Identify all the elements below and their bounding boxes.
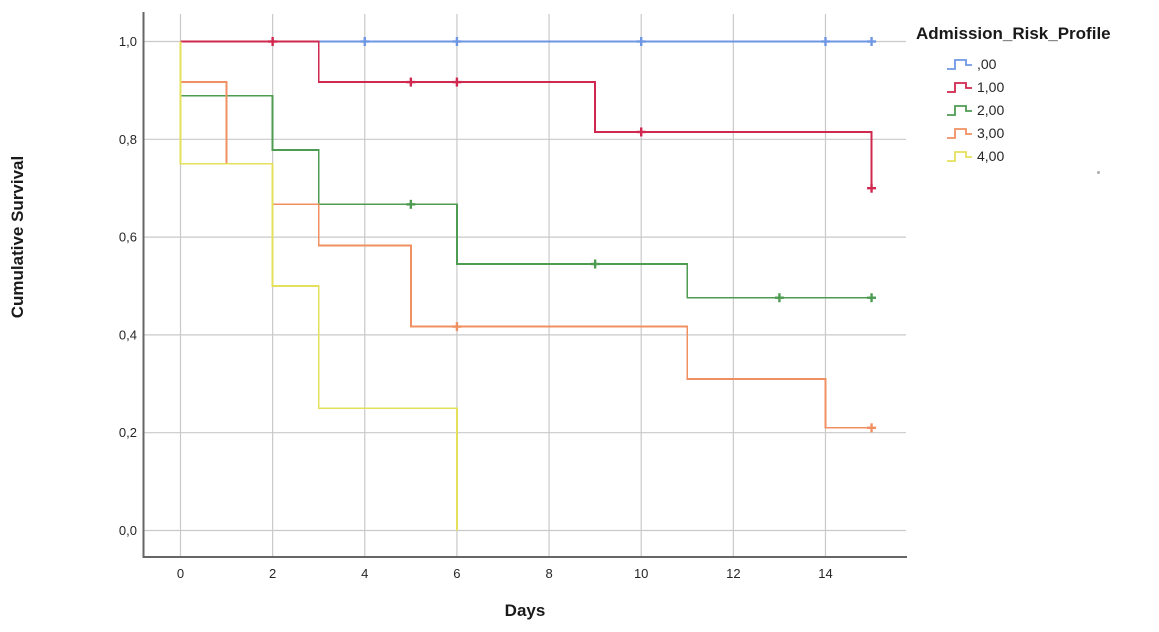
survival-curves xyxy=(179,40,873,531)
axes xyxy=(142,12,907,558)
tick-labels: 0 2 4 6 8 10 12 14 0,0 0,2 0,4 0,6 0,8 1,0 xyxy=(119,34,833,581)
legend-item: 1,00 xyxy=(946,75,1159,98)
y-tick-label: 0,4 xyxy=(119,327,137,342)
legend-item-label: ,00 xyxy=(977,55,997,72)
censor-marks xyxy=(268,37,877,433)
x-tick-label: 6 xyxy=(453,566,460,581)
x-tick-label: 2 xyxy=(269,566,276,581)
censor-mark xyxy=(636,127,646,137)
x-tick-label: 14 xyxy=(818,566,832,581)
x-tick-label: 8 xyxy=(545,566,552,581)
legend-step-swatch-icon xyxy=(947,150,972,162)
x-tick-label: 4 xyxy=(361,566,368,581)
legend-item-list: ,00 1,00 2,00 3,00 4,00 xyxy=(916,52,1159,167)
survival-curve-4_00 xyxy=(179,41,458,531)
y-axis-title: Cumulative Survival xyxy=(8,155,27,319)
legend-item: 2,00 xyxy=(946,98,1159,121)
legend-item: 3,00 xyxy=(946,121,1159,144)
legend-item: 4,00 xyxy=(946,144,1159,167)
censor-mark xyxy=(268,37,278,46)
legend-item-label: 2,00 xyxy=(977,101,1005,118)
y-tick-label: 1,0 xyxy=(119,34,137,49)
dot-artifact xyxy=(1097,171,1100,174)
legend-item-label: 4,00 xyxy=(977,147,1005,164)
survival-curve-2_00 xyxy=(179,41,872,299)
censor-mark xyxy=(774,293,784,303)
censor-mark xyxy=(867,37,877,46)
survival-curve-1_00 xyxy=(180,40,873,189)
censor-mark xyxy=(590,259,600,269)
censor-mark xyxy=(452,77,462,87)
censor-mark xyxy=(406,77,416,87)
censor-mark xyxy=(867,183,877,193)
legend-step-swatch-icon xyxy=(947,104,972,116)
censor-mark xyxy=(820,37,830,46)
x-tick-label: 0 xyxy=(177,566,184,581)
legend-step-swatch-icon xyxy=(947,127,972,139)
y-tick-label: 0,6 xyxy=(119,230,137,245)
legend-step-swatch-icon xyxy=(947,58,972,70)
legend-step-swatch-icon xyxy=(947,81,972,93)
survival-curve-3_00 xyxy=(179,41,872,429)
censor-mark xyxy=(636,37,646,46)
x-axis-title: Days xyxy=(504,601,546,620)
y-tick-label: 0,8 xyxy=(119,132,137,147)
legend-item: ,00 xyxy=(946,52,1159,75)
legend-title: Admission_Risk_Profile xyxy=(916,24,1111,43)
y-tick-label: 0,0 xyxy=(119,523,137,538)
legend-item-label: 1,00 xyxy=(977,78,1005,95)
censor-mark xyxy=(867,293,877,303)
x-tick-label: 10 xyxy=(634,566,648,581)
censor-mark xyxy=(360,37,370,46)
censor-mark xyxy=(452,322,462,332)
y-tick-label: 0,2 xyxy=(119,425,137,440)
censor-mark xyxy=(867,423,877,433)
censor-mark xyxy=(452,37,462,46)
censor-mark xyxy=(406,199,416,209)
x-tick-label: 12 xyxy=(726,566,740,581)
legend: Admission_Risk_Profile ,00 1,00 2,00 3,00 4,… xyxy=(916,24,1159,167)
legend-item-label: 3,00 xyxy=(977,124,1005,141)
